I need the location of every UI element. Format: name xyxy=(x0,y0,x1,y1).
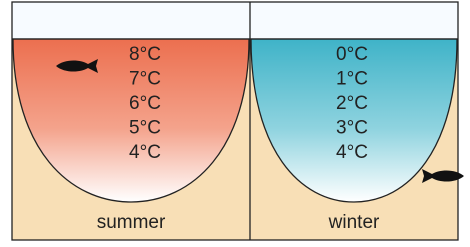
temperature-label: 5°C xyxy=(129,118,161,139)
temperature-label: 1°C xyxy=(336,69,368,90)
temperature-label: 7°C xyxy=(129,69,161,90)
season-label: winter xyxy=(328,212,380,233)
lake-diagram: 8°C 7°C 6°C 5°C 4°C summer 0°C 1°C 2°C 3°C 4°C wint… xyxy=(0,0,470,242)
sky xyxy=(12,2,458,39)
page: 8°C 7°C 6°C 5°C 4°C summer 0°C 1°C 2°C 3°C 4°C wint… xyxy=(0,0,470,242)
temperature-label: 0°C xyxy=(336,44,368,65)
temperature-label: 4°C xyxy=(129,142,161,163)
temperature-label: 8°C xyxy=(129,44,161,65)
temperature-label: 3°C xyxy=(336,118,368,139)
season-label: summer xyxy=(97,212,166,233)
temperature-label: 4°C xyxy=(336,142,368,163)
temperature-label: 2°C xyxy=(336,93,368,114)
temperature-label: 6°C xyxy=(129,93,161,114)
